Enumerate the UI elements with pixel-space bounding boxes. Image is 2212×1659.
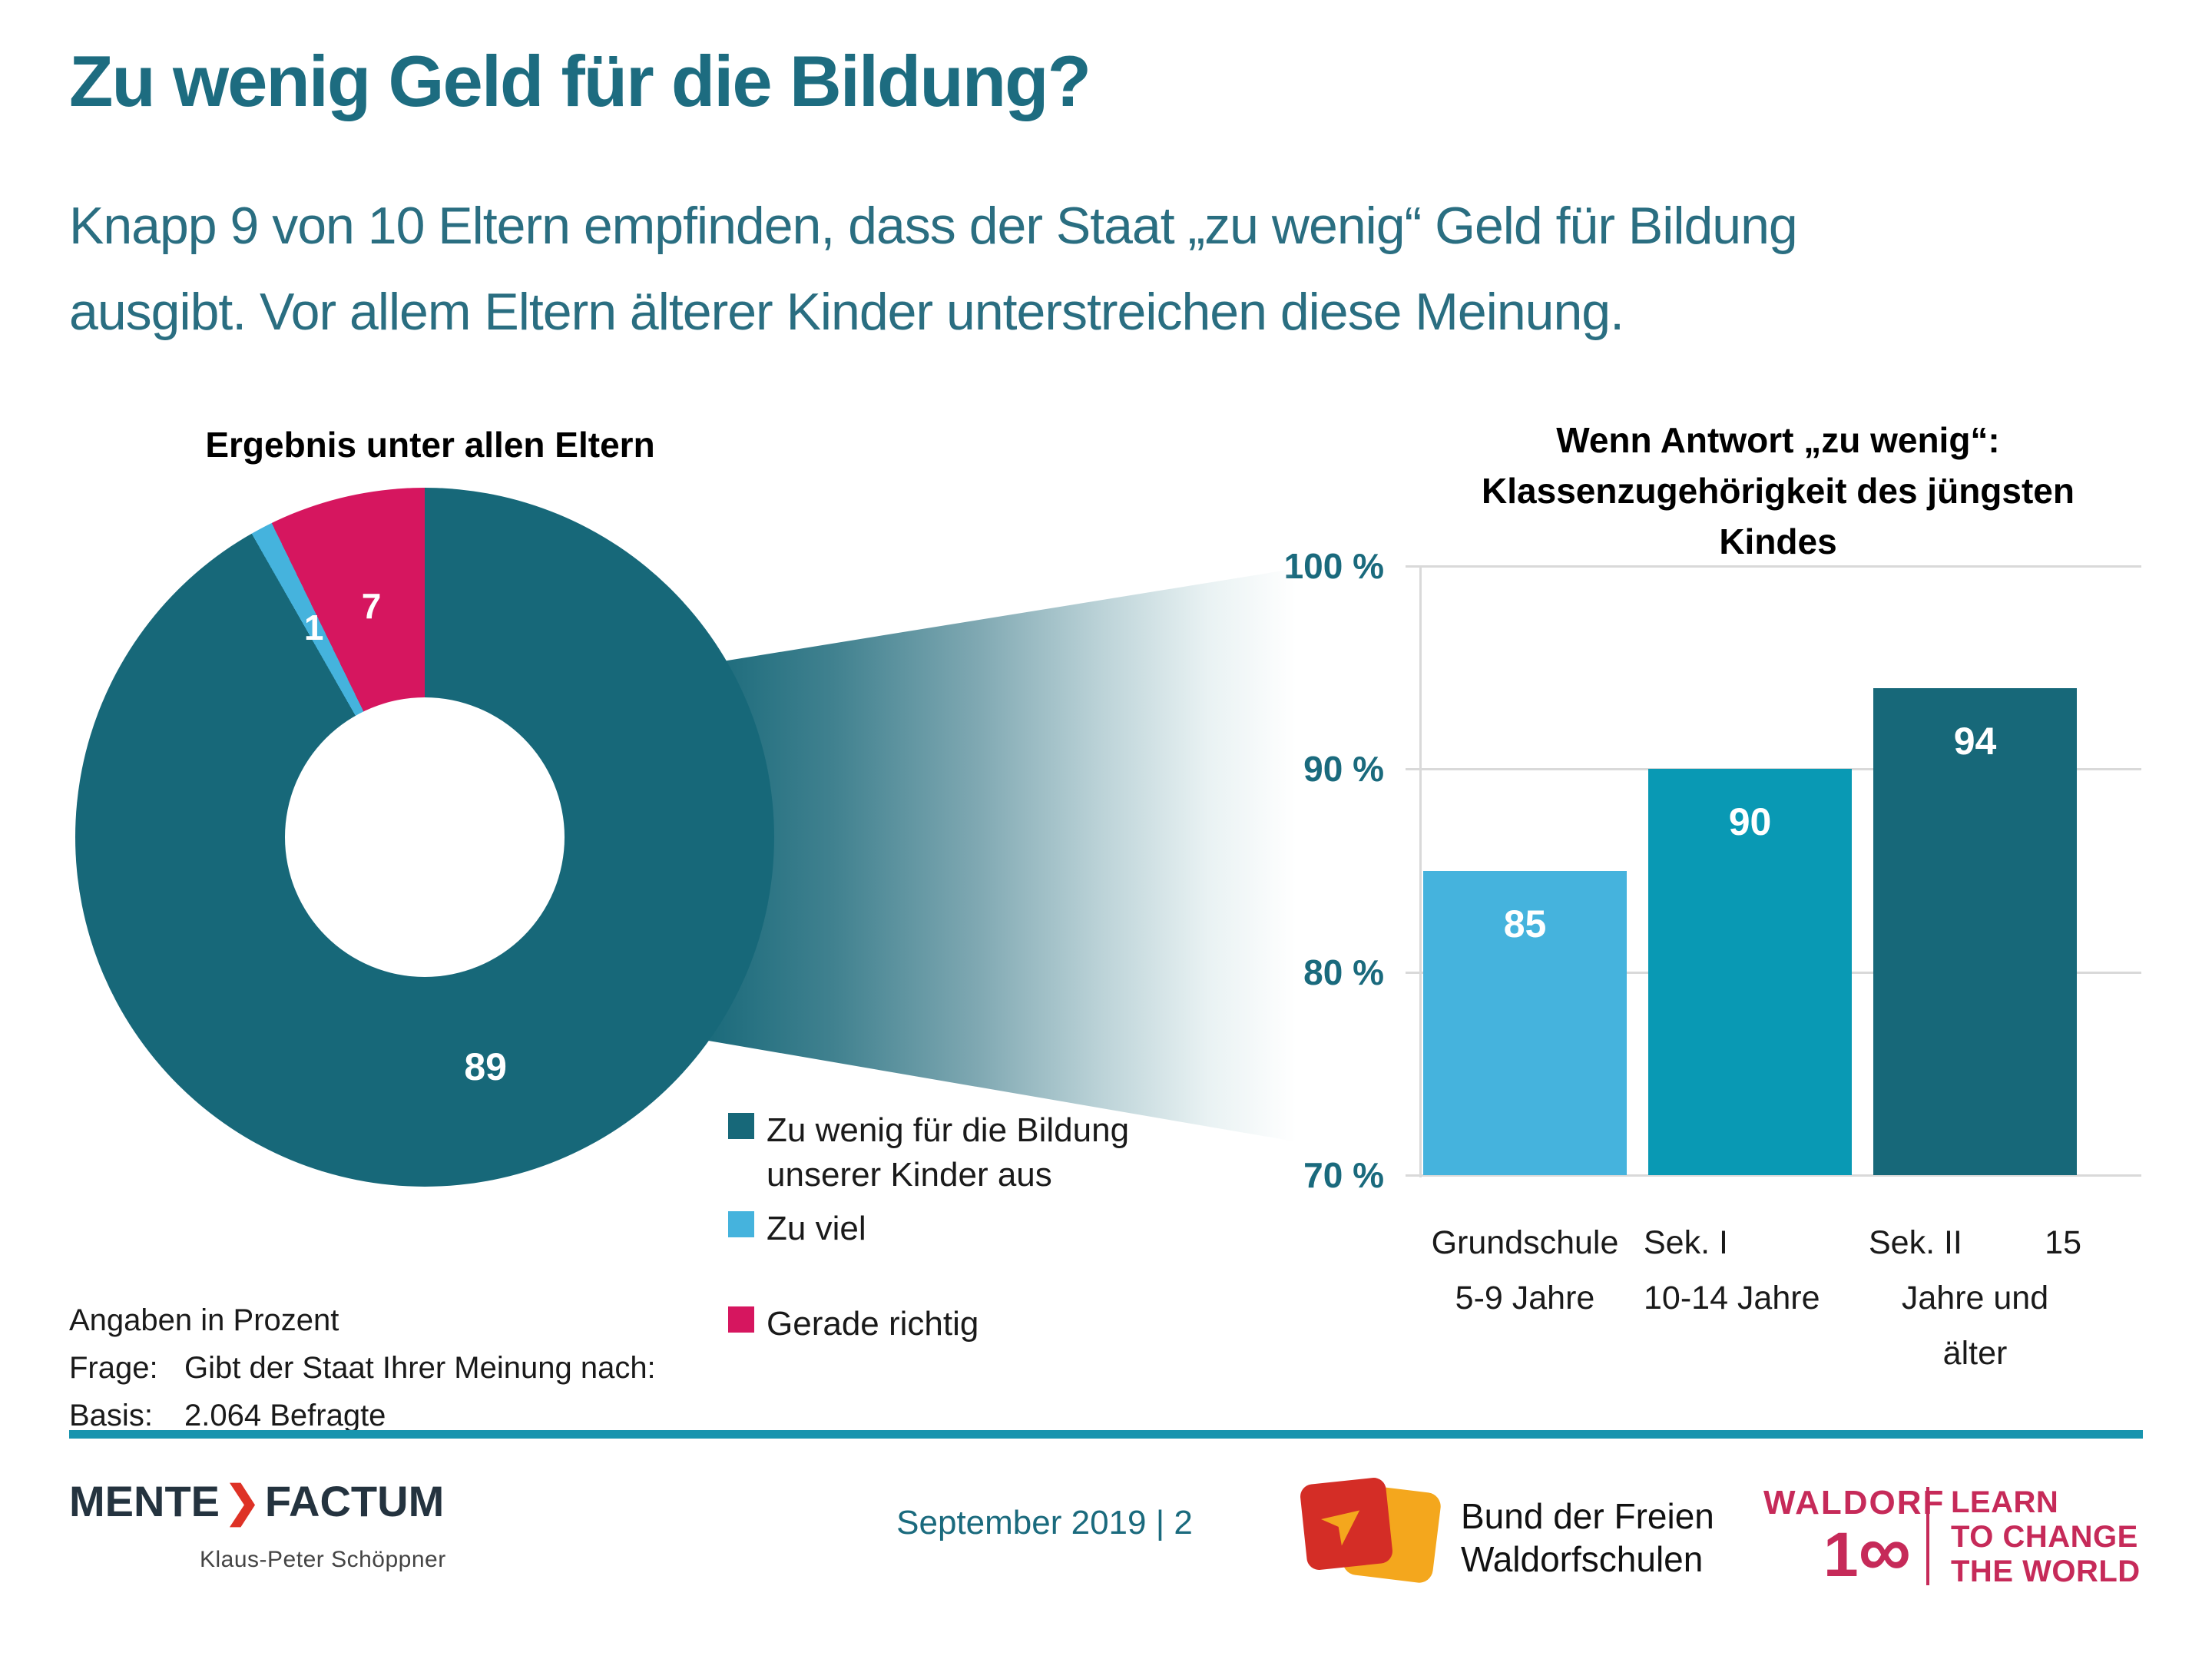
waldorfschulen-logo-text: Bund der Freien Waldorfschulen (1461, 1495, 1714, 1581)
bar (1423, 870, 1627, 1175)
note-frage-label: Frage: (69, 1351, 158, 1385)
footnotes: Angaben in Prozent Frage: Gibt der Staat … (69, 1296, 656, 1439)
x-tick-line: Sek. I (1644, 1224, 1728, 1261)
mentefactum-logo: MENTE ❯ FACTUM Klaus-Peter Schöppner (69, 1476, 446, 1573)
infinity-icon: ∞ (1858, 1510, 1911, 1592)
gridline (1406, 565, 2141, 568)
donut-chart-title: Ergebnis unter allen Eltern (205, 425, 655, 465)
bar-title-line-2: Klassenzugehörigkeit des jüngsten (1482, 471, 2075, 511)
waldorf100-divider (1926, 1487, 1929, 1585)
legend-swatch (728, 1306, 754, 1333)
x-tick-line: 10-14 Jahre (1644, 1280, 1820, 1316)
gridline (1406, 1174, 2141, 1177)
magnifier-beam (695, 565, 1321, 1146)
date-page-number: September 2019 | 2 (896, 1504, 1193, 1541)
legend-swatch (728, 1113, 754, 1139)
note-basis-label: Basis: (69, 1399, 153, 1432)
page-subtitle: Knapp 9 von 10 Eltern empfinden, dass de… (69, 183, 1798, 355)
waldorf100-number-one: 1 (1823, 1520, 1859, 1590)
waldorf100-tagline: LEARN TO CHANGE THE WORLD (1951, 1485, 2141, 1589)
bar-value-label: 94 (1953, 719, 1997, 763)
bar-title-line-1: Wenn Antwort „zu wenig“: (1556, 420, 2000, 460)
x-tick-label: Grundschule 5-9 Jahre (1419, 1215, 1631, 1326)
waldorf100-number: 1∞ (1763, 1515, 1911, 1601)
bund-line-2: Waldorfschulen (1461, 1539, 1704, 1579)
bar (1648, 769, 1852, 1175)
legend-label: Zu viel (767, 1210, 866, 1247)
note-frage: Frage: Gibt der Staat Ihrer Meinung nach: (69, 1344, 656, 1392)
bar-value-label: 85 (1503, 902, 1547, 945)
pie-slice-label: 7 (361, 585, 382, 626)
x-tick-label: Sek. II 15 Jahre und älter (1869, 1215, 2081, 1381)
mentefactum-byline: Klaus-Peter Schöppner (200, 1547, 446, 1572)
y-tick-label: 70 % (1303, 1155, 1384, 1195)
subtitle-line-2: ausgibt. Vor allem Eltern älterer Kinder… (69, 283, 1624, 341)
note-unit: Angaben in Prozent (69, 1303, 339, 1337)
chart-legend: Zu wenig für die Bildung unserer Kinder … (728, 1108, 1185, 1346)
x-tick-line: 5-9 Jahre (1455, 1280, 1595, 1316)
bar-value-label: 90 (1728, 800, 1772, 844)
pie-slice-label: 89 (464, 1045, 507, 1088)
waldorf100-wordmark: WALDORF 1∞ (1763, 1484, 1945, 1601)
bar (1873, 687, 2077, 1175)
legend-label: Gerade richtig (767, 1305, 979, 1343)
note-basis: Basis: 2.064 Befragte (69, 1392, 656, 1439)
bund-line-1: Bund der Freien (1461, 1496, 1714, 1536)
legend-item: Zu wenig für die Bildung unserer Kinder … (728, 1108, 1185, 1197)
legend-item: Zu viel (728, 1207, 1185, 1251)
mentefactum-logo-part2: FACTUM (264, 1477, 445, 1525)
waldorf100-tagline-line: LEARN (1951, 1485, 2059, 1519)
waldorf100-tagline-line: TO CHANGE (1951, 1520, 2138, 1554)
donut-chart: 89 1 7 (75, 488, 774, 1187)
donut-hole (285, 697, 565, 977)
x-tick-line: Grundschule (1431, 1224, 1619, 1261)
waldorf100-tagline-line: THE WORLD (1951, 1555, 2141, 1588)
note-basis-text: 2.064 Befragte (184, 1399, 386, 1432)
x-tick-label: Sek. I 10-14 Jahre (1644, 1215, 1856, 1326)
waldorf100-logo: WALDORF 1∞ LEARN TO CHANGE THE WORLD (1763, 1484, 2141, 1601)
mentefactum-logo-part1: MENTE (69, 1477, 220, 1525)
x-tick-line: Sek. II 15 (1869, 1215, 2081, 1270)
subtitle-line-1: Knapp 9 von 10 Eltern empfinden, dass de… (69, 197, 1798, 255)
chevron-icon: ❯ (224, 1477, 260, 1525)
note-frage-text: Gibt der Staat Ihrer Meinung nach: (184, 1351, 656, 1385)
waldorfschulen-logo: ➤ Bund der Freien Waldorfschulen (1299, 1476, 1714, 1595)
legend-swatch (728, 1211, 754, 1237)
bar-title-line-3: Kindes (1719, 522, 1837, 561)
x-tick-segment: Sek. II (1869, 1224, 1962, 1261)
bar-chart-title: Wenn Antwort „zu wenig“: Klassenzugehöri… (1421, 415, 2135, 567)
x-tick-segment: 15 (2045, 1224, 2081, 1261)
x-tick-line: Jahre und älter (1901, 1280, 2049, 1372)
legend-item: Gerade richtig (728, 1302, 1185, 1346)
footer-divider-rule (69, 1430, 2143, 1439)
page-title: Zu wenig Geld für die Bildung? (69, 41, 1091, 121)
pie-slice-label: 1 (303, 607, 324, 647)
waldorfschulen-logo-icon: ➤ (1299, 1476, 1444, 1595)
legend-label: Zu wenig für die Bildung unserer Kinder … (767, 1111, 1130, 1194)
y-axis-line (1419, 566, 1422, 1177)
waldorf100-name: WALDORF (1763, 1484, 1945, 1522)
